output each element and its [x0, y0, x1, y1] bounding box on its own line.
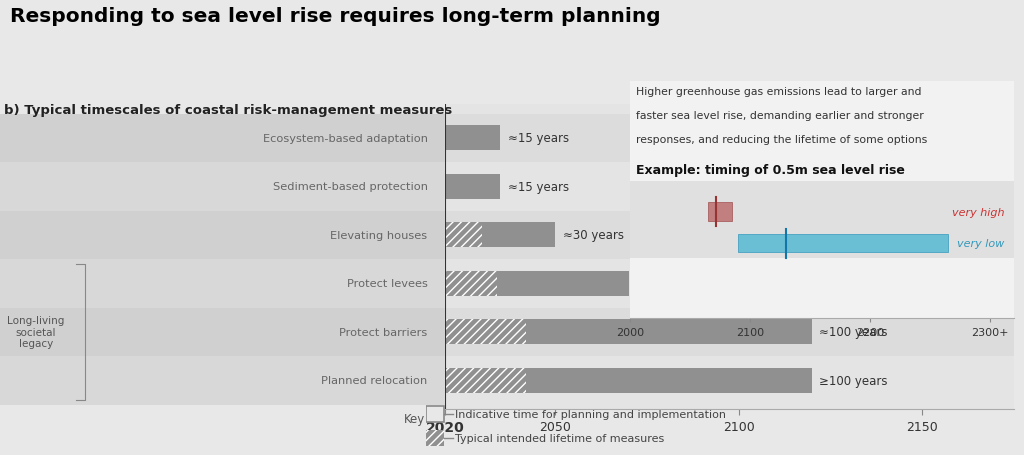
Bar	[445, 174, 501, 199]
Text: b) Typical timescales of coastal risk-management measures: b) Typical timescales of coastal risk-ma…	[4, 104, 453, 116]
Bar	[445, 211, 1014, 259]
Text: Elevating houses: Elevating houses	[331, 230, 428, 240]
Text: Typical intended lifetime of measures: Typical intended lifetime of measures	[456, 433, 665, 443]
Bar	[0, 211, 445, 259]
Bar	[445, 271, 497, 296]
Text: Protect barriers: Protect barriers	[339, 327, 428, 337]
Bar	[445, 319, 526, 344]
Bar	[0, 114, 445, 163]
Text: responses, and reducing the lifetime of some options: responses, and reducing the lifetime of …	[636, 135, 927, 144]
Text: ≈100 years: ≈100 years	[819, 326, 888, 339]
Bar	[0, 259, 445, 308]
Bar	[426, 406, 444, 422]
Bar	[497, 271, 629, 296]
Text: faster sea level rise, demanding earlier and stronger: faster sea level rise, demanding earlier…	[636, 111, 924, 121]
Bar	[0, 163, 445, 211]
Text: ≥100 years: ≥100 years	[819, 374, 888, 387]
Bar	[0, 308, 445, 356]
Bar	[630, 182, 1014, 258]
Text: ≈30 years: ≈30 years	[563, 229, 624, 242]
Text: ≈15 years: ≈15 years	[508, 181, 569, 193]
Text: Ecosystem-based adaptation: Ecosystem-based adaptation	[262, 133, 428, 143]
Bar	[426, 430, 444, 446]
Bar	[445, 259, 1014, 308]
Text: Key: Key	[403, 412, 425, 425]
Text: Higher greenhouse gas emissions lead to larger and: Higher greenhouse gas emissions lead to …	[636, 87, 922, 97]
Bar	[445, 356, 1014, 404]
Text: ≈15 years: ≈15 years	[508, 132, 569, 145]
Bar	[445, 368, 526, 393]
Text: Example: timing of 0.5m sea level rise: Example: timing of 0.5m sea level rise	[636, 163, 904, 177]
Bar	[526, 319, 812, 344]
Bar	[708, 203, 732, 221]
Bar	[0, 356, 445, 404]
Text: Indicative time for planning and implementation: Indicative time for planning and impleme…	[456, 409, 726, 419]
Text: Responding to sea level rise requires long-term planning: Responding to sea level rise requires lo…	[10, 7, 660, 26]
Bar	[526, 368, 812, 393]
Bar	[445, 222, 481, 248]
Text: Long-living
societal
legacy: Long-living societal legacy	[7, 315, 65, 349]
Bar	[737, 234, 948, 253]
Bar	[445, 126, 501, 151]
Text: ≈50 years: ≈50 years	[636, 277, 697, 290]
Bar	[481, 222, 555, 248]
Bar	[445, 163, 1014, 211]
Bar	[445, 308, 1014, 356]
Text: very high: very high	[951, 207, 1005, 217]
Text: Protect levees: Protect levees	[347, 279, 428, 288]
Text: very low: very low	[956, 239, 1005, 249]
Text: Planned relocation: Planned relocation	[322, 375, 428, 385]
Text: Sediment-based protection: Sediment-based protection	[272, 182, 428, 192]
Bar	[445, 114, 1014, 163]
